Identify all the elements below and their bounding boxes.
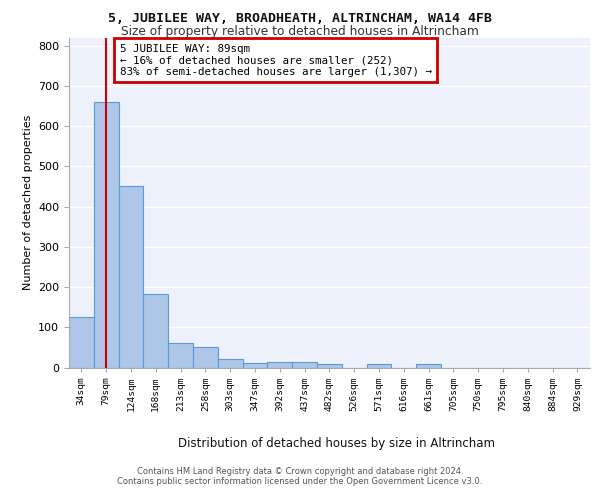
Text: Size of property relative to detached houses in Altrincham: Size of property relative to detached ho… <box>121 25 479 38</box>
Bar <box>242 364 268 368</box>
Bar <box>218 358 242 368</box>
Bar <box>94 102 119 368</box>
Text: 5 JUBILEE WAY: 89sqm
← 16% of detached houses are smaller (252)
83% of semi-deta: 5 JUBILEE WAY: 89sqm ← 16% of detached h… <box>120 44 432 76</box>
Bar <box>268 362 292 368</box>
Bar <box>292 362 317 368</box>
Bar <box>416 364 441 368</box>
Text: 5, JUBILEE WAY, BROADHEATH, ALTRINCHAM, WA14 4FB: 5, JUBILEE WAY, BROADHEATH, ALTRINCHAM, … <box>108 12 492 26</box>
Bar <box>193 348 218 368</box>
Bar <box>143 294 168 368</box>
Bar <box>317 364 342 368</box>
Bar <box>69 317 94 368</box>
Text: Contains public sector information licensed under the Open Government Licence v3: Contains public sector information licen… <box>118 477 482 486</box>
Bar <box>119 186 143 368</box>
Bar <box>367 364 391 368</box>
Bar <box>168 342 193 367</box>
Text: Contains HM Land Registry data © Crown copyright and database right 2024.: Contains HM Land Registry data © Crown c… <box>137 467 463 476</box>
Text: Distribution of detached houses by size in Altrincham: Distribution of detached houses by size … <box>178 438 494 450</box>
Y-axis label: Number of detached properties: Number of detached properties <box>23 115 32 290</box>
